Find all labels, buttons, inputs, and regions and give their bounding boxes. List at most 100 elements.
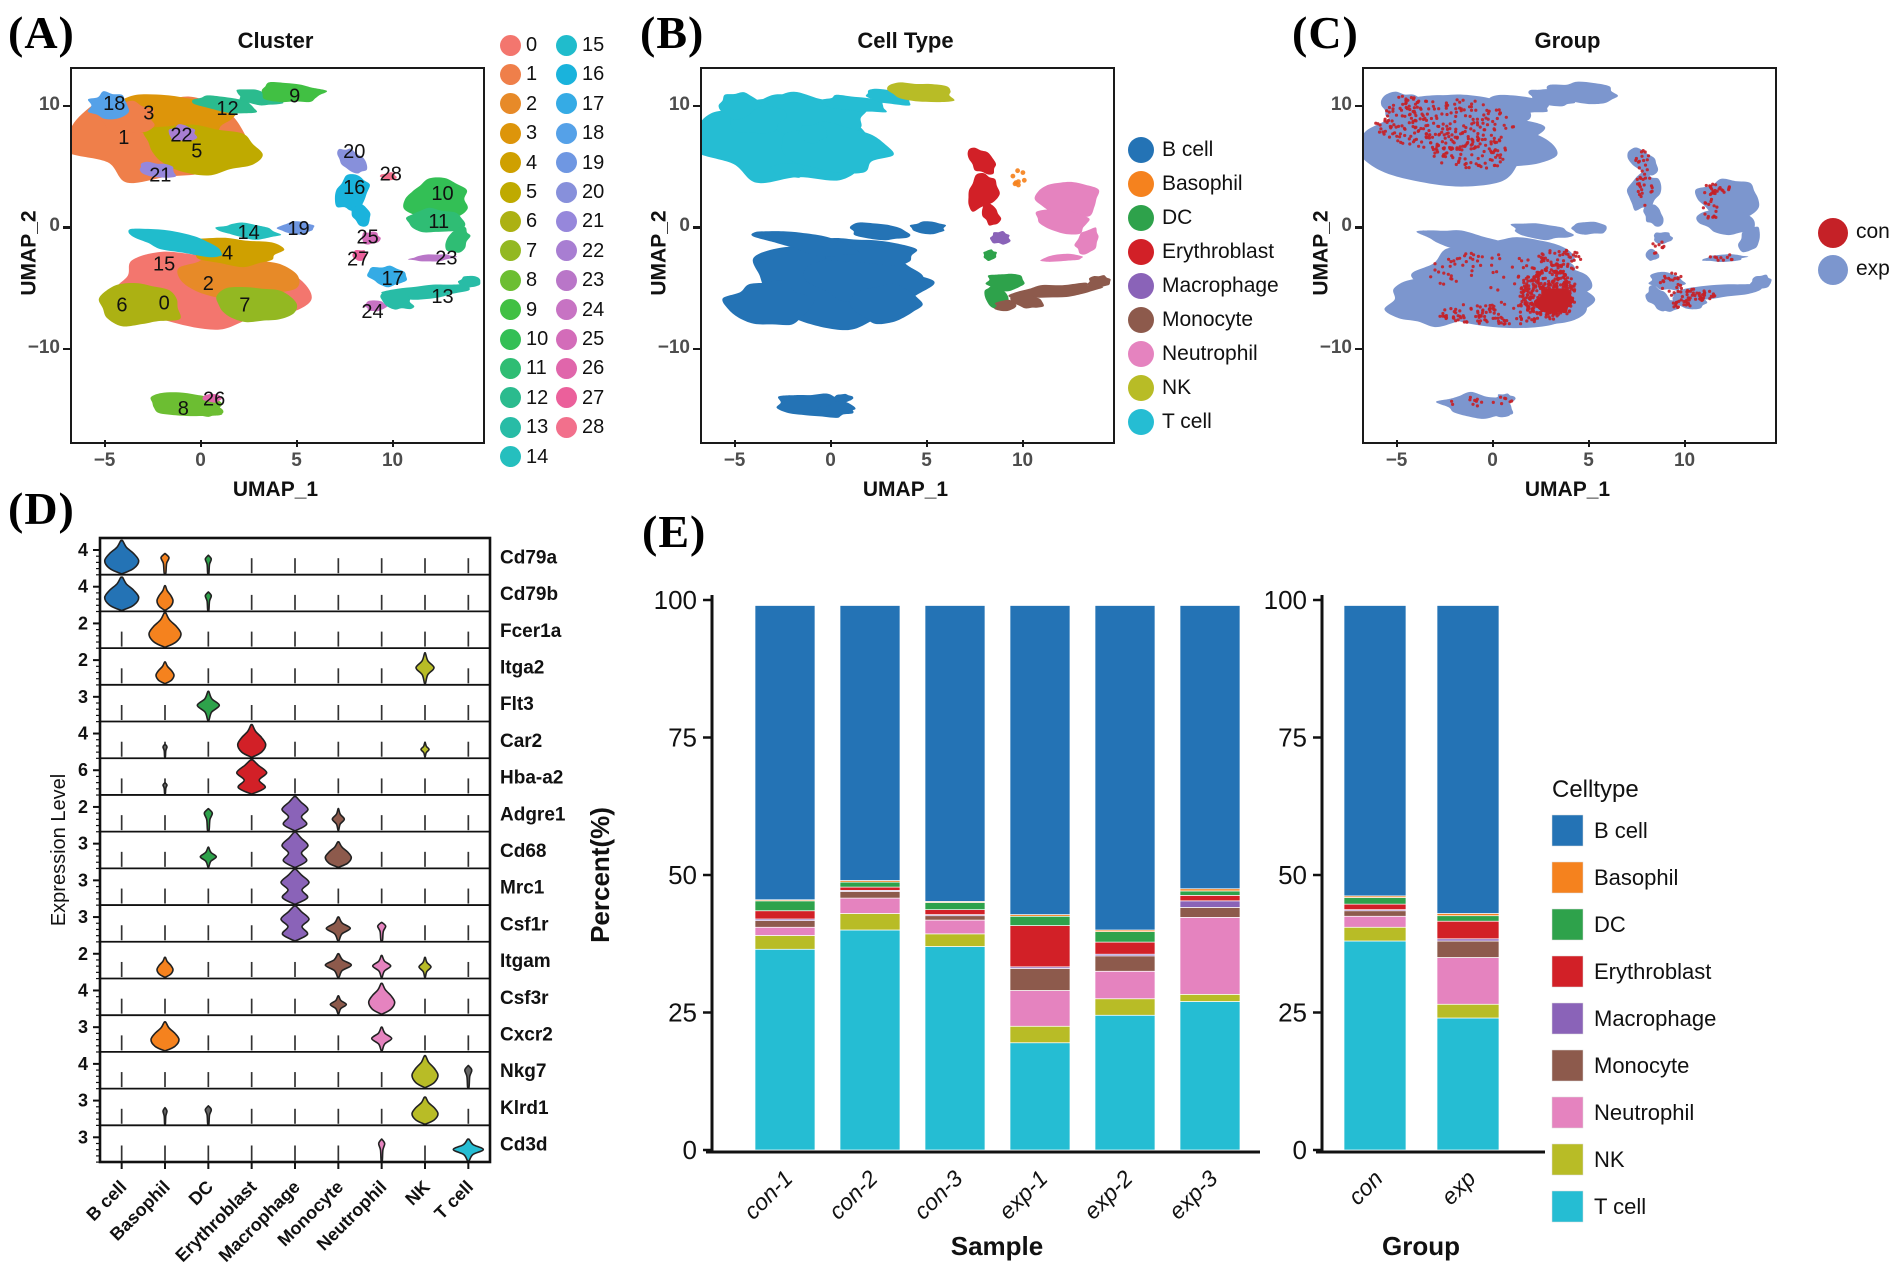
- cluster-legend-dot-12: [500, 387, 521, 409]
- violin-ymax-Nkg7: 4: [78, 1054, 88, 1074]
- violin-ymax-Flt3: 3: [78, 687, 88, 707]
- celltype-legend-label: Monocyte: [1162, 308, 1254, 331]
- cluster-legend-dot-1: [500, 63, 521, 85]
- cluster-legend-dot-23: [556, 269, 577, 291]
- cluster-legend-dot-27: [556, 387, 577, 409]
- umap-celltype-ylabel: UMAP_2: [647, 210, 671, 296]
- cluster-label-18: 18: [103, 93, 125, 115]
- cluster-legend-dot-17: [556, 93, 577, 115]
- gene-label-Cd79a: Cd79a: [500, 547, 557, 568]
- cluster-legend-dot-5: [500, 181, 521, 203]
- bar-label-con-2: con-2: [823, 1165, 882, 1224]
- violin-ymax-Cd79b: 4: [78, 577, 88, 597]
- gene-label-Car2: Car2: [500, 731, 542, 752]
- violin-ymax-Csf1r: 3: [78, 907, 88, 927]
- y-tick: [1355, 104, 1362, 108]
- celltype-bar-legend-label: DC: [1594, 912, 1626, 937]
- x-tick: [1587, 440, 1591, 447]
- cluster-legend-label-2: 2: [526, 92, 538, 115]
- violin-cat-label: DC: [185, 1177, 218, 1210]
- cluster-legend-label-21: 21: [582, 210, 605, 233]
- cluster-legend-label-13: 13: [526, 416, 549, 439]
- cluster-legend-label-1: 1: [526, 63, 538, 86]
- cluster-legend-label-8: 8: [526, 269, 538, 292]
- violin-ymax-Cd68: 3: [78, 834, 88, 854]
- umap-group-plot: [1362, 67, 1777, 444]
- gene-label-Csf1r: Csf1r: [500, 914, 549, 935]
- cluster-legend-dot-26: [556, 357, 577, 379]
- y-tick-label: −10: [657, 336, 690, 358]
- umap-cluster-ylabel: UMAP_2: [17, 210, 41, 296]
- x-tick: [1491, 440, 1495, 447]
- bar-label-con-1: con-1: [738, 1165, 797, 1224]
- cluster-label-5: 5: [191, 140, 202, 162]
- bar-xaxis-title: Sample: [951, 1231, 1044, 1261]
- x-tick-label: −5: [93, 450, 116, 471]
- cluster-legend-label-4: 4: [526, 151, 538, 174]
- gene-label-Mrc1: Mrc1: [500, 878, 545, 899]
- cluster-legend-label-25: 25: [582, 328, 605, 350]
- celltype-legend-dot: [1128, 307, 1154, 333]
- percent-tick-label: 25: [1278, 998, 1307, 1028]
- celltype-bar-legend-label: NK: [1594, 1147, 1625, 1172]
- cluster-legend-label-14: 14: [526, 445, 549, 468]
- celltype-legend-label: Erythroblast: [1162, 240, 1275, 263]
- x-tick: [925, 440, 929, 447]
- gene-label-Itgam: Itgam: [500, 951, 551, 972]
- cluster-legend-label-18: 18: [582, 122, 605, 145]
- cluster-label-19: 19: [287, 218, 309, 240]
- y-tick-label: 10: [1330, 93, 1352, 115]
- x-tick: [103, 440, 107, 447]
- cluster-legend-label-10: 10: [526, 328, 549, 350]
- cluster-label-2: 2: [203, 273, 214, 295]
- celltype-bar-legend-label: Neutrophil: [1594, 1100, 1694, 1125]
- violin-ymax-Itga2: 2: [78, 650, 88, 670]
- cluster-label-22: 22: [170, 125, 192, 147]
- gene-label-Nkg7: Nkg7: [500, 1061, 546, 1082]
- y-tick-label: 10: [38, 93, 60, 115]
- cluster-label-27: 27: [347, 249, 369, 271]
- x-tick: [829, 440, 833, 447]
- cluster-legend-dot-3: [500, 122, 521, 144]
- y-tick-label: −10: [27, 336, 60, 358]
- umap-cluster-plot: 0 1 2 3 4 5 6 7 8 9 10 11 12 13 14 15 16 17 18 19 20 21 22 23 24…: [70, 67, 485, 444]
- gene-label-Csf3r: Csf3r: [500, 988, 549, 1009]
- cluster-label-28: 28: [380, 163, 402, 185]
- cluster-label-21: 21: [149, 165, 171, 187]
- x-tick: [1683, 440, 1687, 447]
- umap-group-ylabel: UMAP_2: [1309, 210, 1333, 296]
- cluster-legend-dot-14: [500, 446, 521, 468]
- percent-tick-label: 100: [654, 585, 697, 615]
- cluster-legend-label-12: 12: [526, 386, 549, 409]
- cluster-legend-label-6: 6: [526, 210, 538, 233]
- umap-group-xlabel: UMAP_1: [1524, 478, 1611, 501]
- celltype-legend-dot: [1128, 239, 1154, 265]
- celltype-legend-dot: [1128, 137, 1154, 163]
- panel-e-label: (E): [642, 506, 707, 557]
- panel-b-label: (B): [640, 7, 705, 58]
- x-tick: [295, 440, 299, 447]
- bar-xaxis-title: Group: [1382, 1231, 1460, 1261]
- gene-label-Flt3: Flt3: [500, 694, 534, 715]
- y-tick: [1355, 347, 1362, 351]
- cluster-legend-dot-22: [556, 240, 577, 262]
- x-tick-label: −5: [723, 450, 746, 471]
- celltype-bar-legend-label: Erythroblast: [1594, 959, 1711, 984]
- cluster-label-13: 13: [431, 286, 453, 308]
- celltype-legend-label: B cell: [1162, 138, 1214, 161]
- cluster-label-8: 8: [178, 398, 189, 420]
- cluster-legend-label-19: 19: [582, 151, 605, 174]
- violin-cat-label: T cell: [430, 1177, 477, 1224]
- x-tick: [1021, 440, 1025, 447]
- violin-ymax-Car2: 4: [78, 724, 88, 744]
- cluster-legend-label-22: 22: [582, 239, 605, 262]
- panel-d-label: (D): [8, 483, 75, 534]
- x-tick-label: 5: [921, 450, 932, 471]
- umap-celltype-xlabel: UMAP_1: [862, 478, 949, 501]
- gene-label-Fcer1a: Fcer1a: [500, 621, 562, 642]
- cluster-label-24: 24: [361, 301, 383, 323]
- cluster-legend-dot-25: [556, 328, 577, 350]
- cluster-label-26: 26: [203, 388, 225, 410]
- celltype-bar-legend-title: Celltype: [1552, 776, 1639, 803]
- cluster-legend-dot-0: [500, 34, 521, 56]
